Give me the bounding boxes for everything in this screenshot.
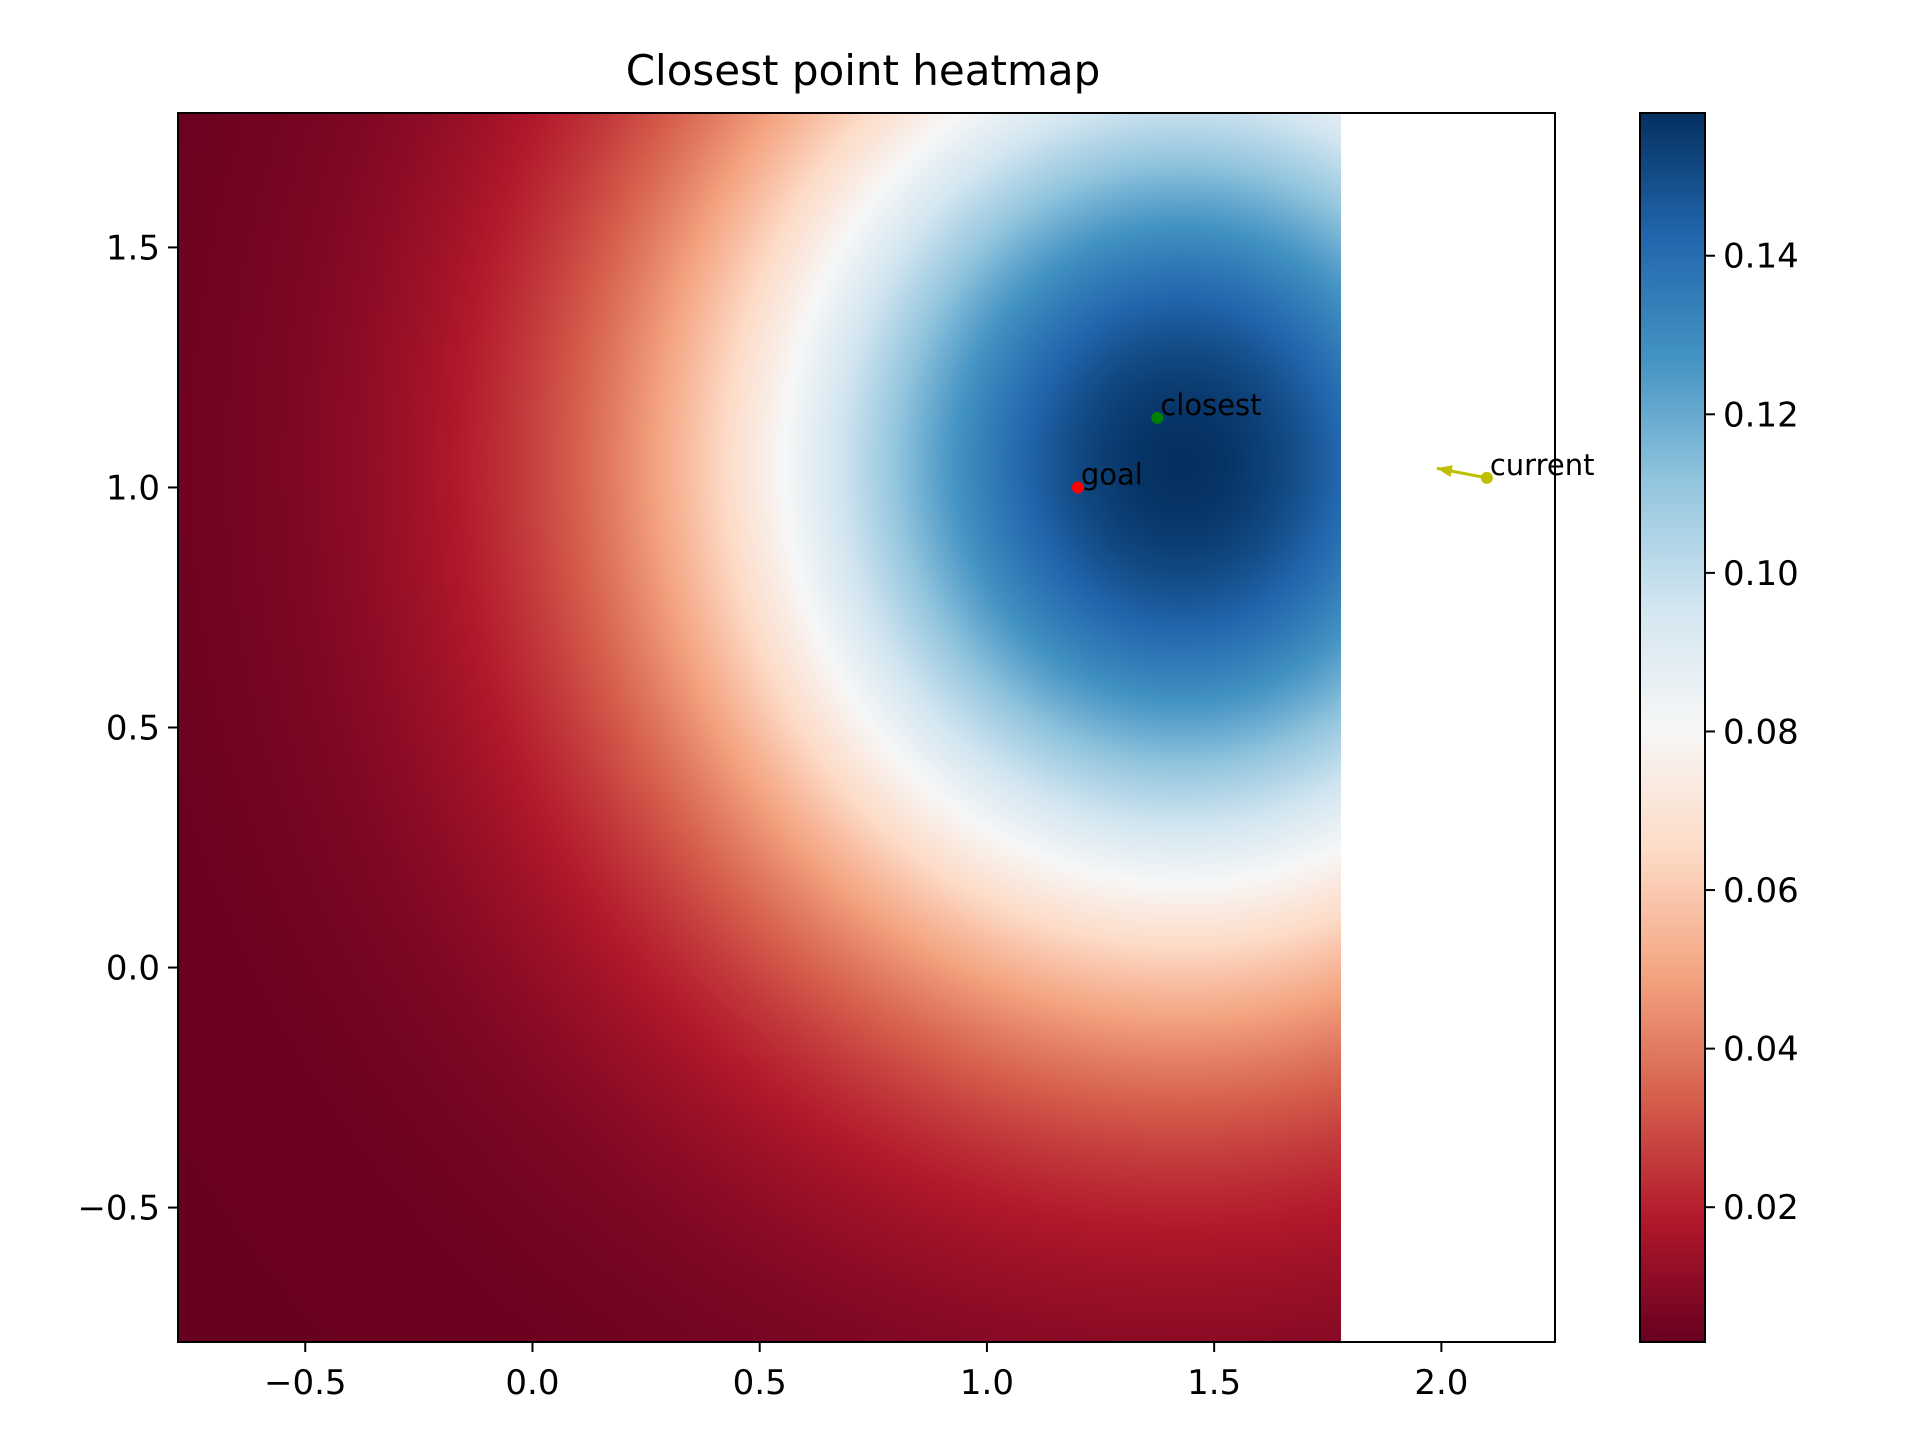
- y-tick-label: 0.5: [106, 709, 160, 749]
- point-closest: [1151, 411, 1164, 424]
- point-goal: [1071, 481, 1084, 494]
- point-label-closest: closest: [1160, 388, 1261, 422]
- direction-arrow-head: [1436, 465, 1453, 477]
- x-tick-label: −0.5: [264, 1363, 347, 1403]
- x-tick-label: 0.0: [505, 1363, 559, 1403]
- point-label-goal: goal: [1081, 457, 1143, 491]
- colorbar: 0.02 0.04 0.06 0.08 0.10 0.12 0.14: [1639, 112, 1799, 1343]
- x-tick-label: 1.0: [960, 1363, 1014, 1403]
- y-tick-label: 1.0: [106, 468, 160, 508]
- colorbar-tick-label: 0.06: [1723, 871, 1799, 911]
- colorbar-tick-label: 0.04: [1723, 1030, 1799, 1070]
- colorbar-tick-label: 0.08: [1723, 712, 1799, 752]
- x-tick-label: 1.5: [1187, 1363, 1241, 1403]
- colorbar-tick-label: 0.02: [1723, 1188, 1799, 1228]
- x-axis: −0.5 0.0 0.5 1.0 1.5 2.0: [264, 1342, 1468, 1403]
- x-tick-label: 2.0: [1414, 1363, 1468, 1403]
- colorbar-tick-label: 0.14: [1723, 237, 1799, 277]
- x-tick-label: 0.5: [733, 1363, 787, 1403]
- colorbar-tick-label: 0.10: [1723, 554, 1799, 594]
- y-tick-label: 0.0: [106, 949, 160, 989]
- y-axis: −0.5 0.0 0.5 1.0 1.5: [77, 228, 178, 1229]
- colorbar-fill: [1640, 113, 1705, 1342]
- heatmap-image: [178, 113, 1341, 1342]
- colorbar-tick-label: 0.12: [1723, 395, 1799, 435]
- y-tick-label: 1.5: [106, 228, 160, 268]
- chart-title: Closest point heatmap: [626, 46, 1101, 95]
- plot-area: goal closest current: [177, 112, 1595, 1343]
- y-tick-label: −0.5: [77, 1189, 160, 1229]
- point-label-current: current: [1490, 448, 1595, 482]
- colorbar-frame: [1639, 112, 1706, 1343]
